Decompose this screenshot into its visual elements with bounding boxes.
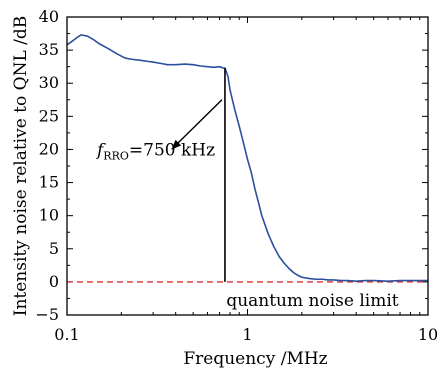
annotation-layer — [171, 67, 226, 282]
y-tick-label: 35 — [39, 40, 59, 59]
y-tick-label: 20 — [39, 139, 59, 158]
x-tick-label: 1 — [242, 325, 252, 344]
series-layer — [66, 34, 428, 283]
y-tick-label: 40 — [39, 7, 59, 26]
y-tick-label: 0 — [49, 272, 59, 291]
y-tick-label: 15 — [39, 173, 59, 192]
x-axis-label: Frequency /MHz — [183, 349, 327, 369]
frro-value: =750 kHz — [129, 140, 215, 160]
x-tick-label: 0.1 — [54, 325, 79, 344]
x-tick-label: 10 — [418, 325, 438, 344]
y-axis-label: Intensity noise relative to QNL /dB — [11, 16, 31, 317]
noise-spectrum-line — [66, 34, 428, 283]
y-tick-label: 25 — [39, 106, 59, 125]
frro-subscript: RRO — [103, 149, 129, 162]
frro-annotation-label: fRRO=750 kHz — [95, 140, 215, 162]
plot-frame — [66, 16, 429, 316]
frro-arrow — [171, 99, 223, 150]
quantum-noise-limit-label: quantum noise limit — [226, 291, 398, 311]
y-tick-label: 5 — [49, 239, 59, 258]
y-tick-label: −5 — [35, 305, 59, 324]
frro-symbol: f — [95, 140, 106, 160]
y-tick-label: 10 — [39, 206, 59, 225]
ticks-layer: −5 0 5 10 15 20 25 30 35 40 0.1 1 10 — [35, 7, 438, 344]
y-tick-label: 30 — [39, 73, 59, 92]
